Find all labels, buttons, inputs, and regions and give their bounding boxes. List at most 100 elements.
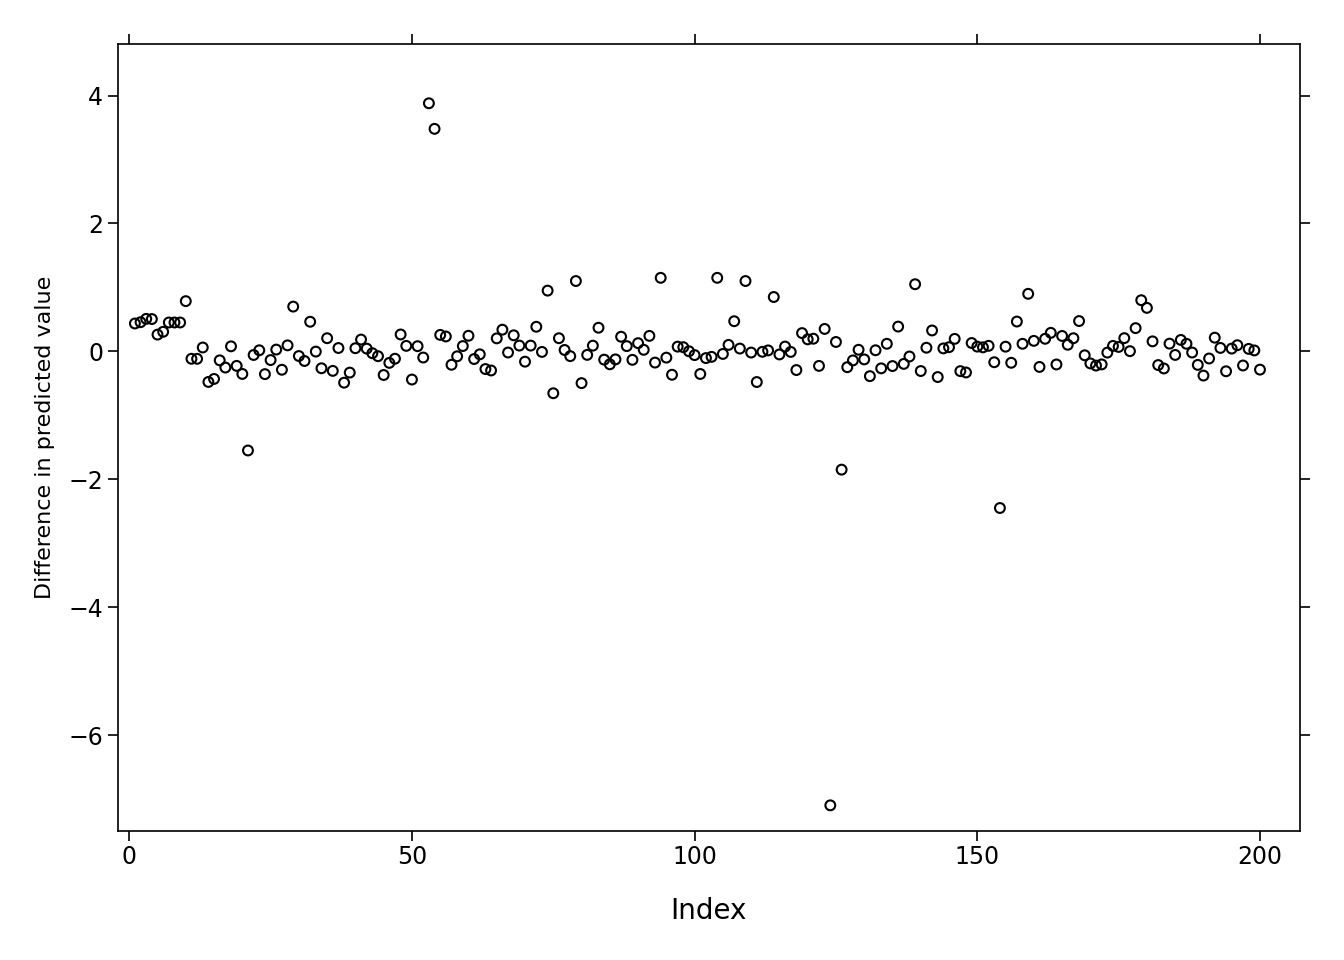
- Point: [351, 332, 372, 348]
- Point: [1046, 357, 1067, 372]
- Point: [1159, 336, 1180, 351]
- Point: [661, 367, 683, 382]
- Point: [231, 367, 253, 382]
- Point: [452, 338, 473, 353]
- Point: [175, 294, 196, 309]
- Point: [707, 270, 728, 285]
- Point: [1204, 330, 1226, 346]
- Point: [966, 339, 988, 354]
- Point: [333, 375, 355, 391]
- Point: [259, 352, 281, 368]
- Point: [887, 319, 909, 334]
- Point: [1097, 345, 1118, 360]
- Point: [695, 350, 716, 366]
- Point: [599, 356, 621, 372]
- Point: [356, 341, 378, 356]
- Point: [164, 315, 185, 330]
- Point: [1249, 362, 1270, 377]
- Point: [780, 345, 801, 360]
- Point: [582, 338, 603, 353]
- Point: [700, 349, 722, 365]
- Point: [882, 358, 903, 373]
- Point: [526, 319, 547, 334]
- Point: [531, 345, 552, 360]
- Point: [1232, 358, 1254, 373]
- Point: [130, 315, 152, 330]
- Point: [933, 341, 954, 356]
- Point: [187, 351, 208, 367]
- Point: [712, 347, 734, 362]
- Point: [469, 347, 491, 362]
- Point: [814, 322, 836, 337]
- Point: [249, 343, 270, 358]
- Point: [1120, 344, 1141, 359]
- Point: [435, 328, 457, 344]
- Point: [836, 359, 857, 374]
- Point: [124, 316, 145, 331]
- Point: [300, 314, 321, 329]
- Point: [1199, 350, 1220, 366]
- Point: [316, 330, 337, 346]
- Point: [464, 351, 485, 367]
- Point: [1012, 336, 1034, 351]
- Point: [594, 352, 616, 368]
- Point: [192, 340, 214, 355]
- Point: [1085, 358, 1106, 373]
- Point: [679, 344, 700, 359]
- Point: [684, 348, 706, 363]
- Point: [1107, 339, 1129, 354]
- Point: [515, 354, 536, 370]
- Point: [843, 352, 864, 368]
- Point: [1068, 313, 1090, 328]
- Point: [910, 363, 931, 378]
- Point: [751, 344, 773, 359]
- Point: [763, 289, 785, 304]
- Point: [1017, 286, 1039, 301]
- Point: [384, 351, 406, 367]
- Point: [1215, 364, 1236, 379]
- Point: [480, 363, 501, 378]
- Point: [989, 500, 1011, 516]
- Y-axis label: Difference in predicted value: Difference in predicted value: [35, 276, 55, 599]
- Point: [1220, 341, 1242, 356]
- Point: [571, 375, 593, 391]
- Point: [146, 327, 168, 343]
- Point: [367, 348, 388, 364]
- Point: [136, 311, 157, 326]
- Point: [1148, 357, 1169, 372]
- Point: [1181, 345, 1203, 360]
- Point: [159, 315, 180, 330]
- Point: [723, 314, 745, 329]
- Point: [610, 329, 632, 345]
- Point: [238, 443, 259, 458]
- Point: [548, 330, 570, 346]
- Point: [401, 372, 422, 387]
- Point: [628, 335, 649, 350]
- Point: [198, 374, 219, 390]
- Point: [786, 362, 808, 377]
- Point: [503, 327, 524, 343]
- Point: [797, 331, 818, 347]
- Point: [1153, 361, 1175, 376]
- Point: [169, 315, 191, 330]
- Point: [859, 369, 880, 384]
- Point: [215, 360, 237, 375]
- Point: [407, 339, 429, 354]
- Point: [905, 276, 926, 292]
- Point: [741, 345, 762, 360]
- Point: [339, 365, 360, 380]
- Point: [1035, 331, 1056, 347]
- Point: [978, 338, 1000, 353]
- Point: [203, 372, 224, 387]
- Point: [650, 270, 672, 285]
- Point: [180, 351, 202, 367]
- Point: [1192, 368, 1214, 383]
- Point: [899, 348, 921, 364]
- Point: [520, 338, 542, 353]
- Point: [774, 339, 796, 354]
- Point: [344, 341, 366, 356]
- Point: [1171, 332, 1192, 348]
- Point: [1051, 328, 1073, 344]
- Point: [915, 340, 937, 355]
- Point: [848, 342, 870, 357]
